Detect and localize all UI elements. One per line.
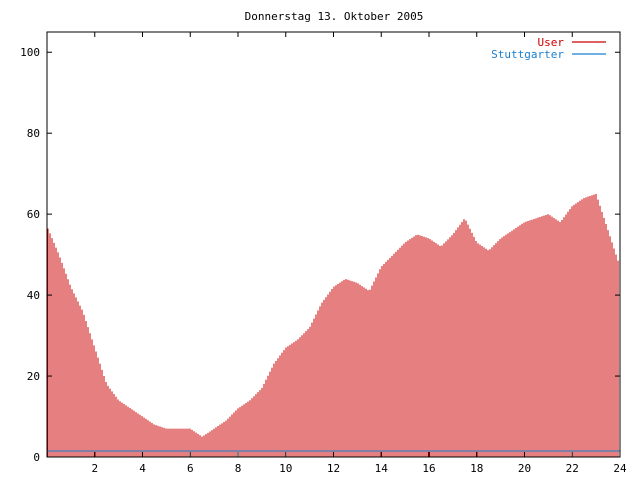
- x-tick-label: 16: [422, 462, 435, 475]
- x-tick-label: 2: [91, 462, 98, 475]
- x-tick-label: 4: [139, 462, 146, 475]
- y-tick-label: 80: [27, 127, 40, 140]
- legend-label-stuttgarter: Stuttgarter: [491, 48, 564, 61]
- x-tick-label: 20: [518, 462, 531, 475]
- y-tick-label: 0: [33, 451, 40, 464]
- legend: User Stuttgarter: [491, 36, 606, 61]
- legend-label-user: User: [538, 36, 565, 49]
- x-tick-label: 12: [327, 462, 340, 475]
- y-tick-label: 100: [20, 46, 40, 59]
- y-tick-label: 40: [27, 289, 40, 302]
- x-tick-label: 22: [566, 462, 579, 475]
- bars: [47, 193, 619, 457]
- x-tick-label: 10: [279, 462, 292, 475]
- chart-title: Donnerstag 13. Oktober 2005: [245, 10, 424, 23]
- x-tick-label: 14: [375, 462, 389, 475]
- x-tick-label: 6: [187, 462, 194, 475]
- axis-ticks: [47, 32, 621, 458]
- x-tick-label: 24: [613, 462, 627, 475]
- y-tick-label: 20: [27, 370, 40, 383]
- x-tick-label: 8: [235, 462, 242, 475]
- y-tick-label: 60: [27, 208, 40, 221]
- x-tick-label: 18: [470, 462, 483, 475]
